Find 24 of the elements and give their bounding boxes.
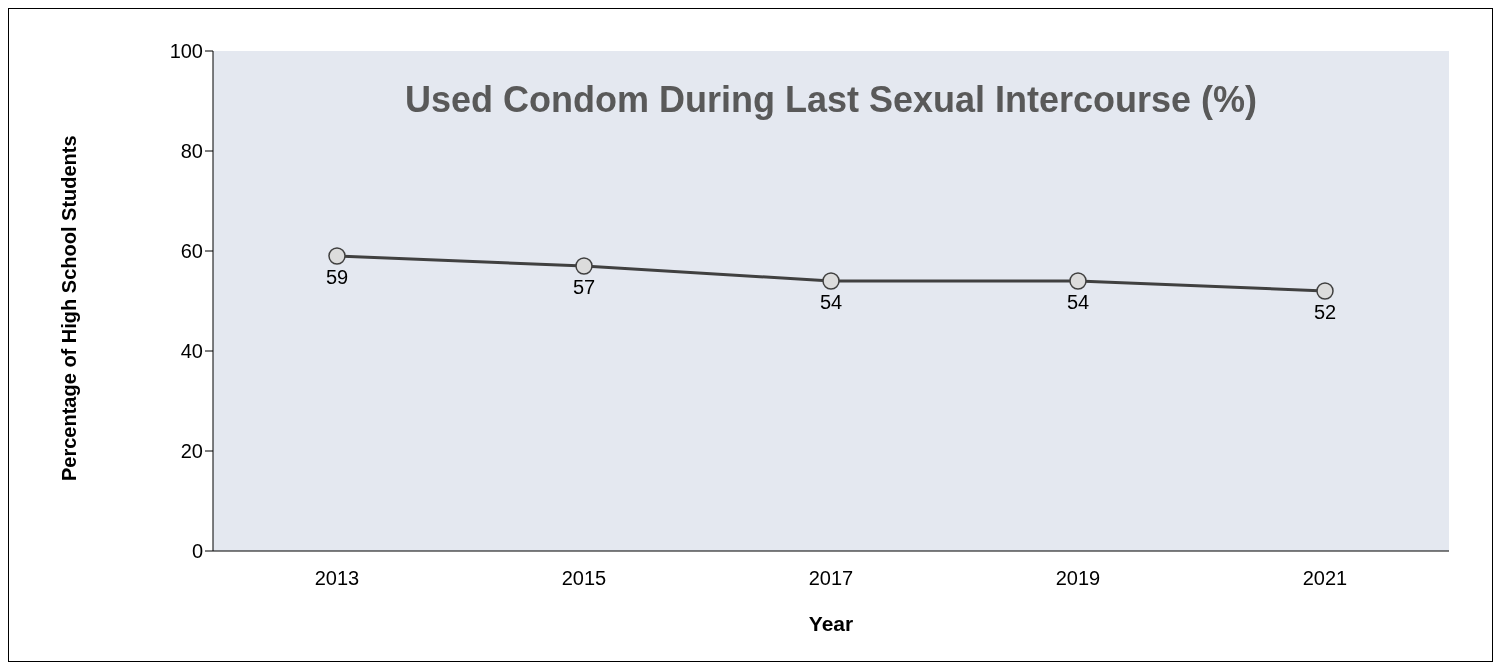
data-label: 57: [572, 276, 596, 299]
x-tick-label: 2015: [561, 567, 607, 590]
point: [822, 272, 840, 290]
x-tick-label: 2013: [314, 567, 360, 590]
y-tick-label: 100: [169, 40, 203, 63]
point: [1069, 272, 1087, 290]
y-tick-label: 60: [180, 240, 203, 263]
point: [575, 257, 593, 275]
y-tick-label: 20: [180, 440, 203, 463]
data-label: 54: [1066, 291, 1090, 314]
data-label: 52: [1313, 301, 1337, 324]
data-label: 59: [325, 266, 349, 289]
y-tick-label: 80: [180, 140, 203, 163]
point: [1316, 282, 1334, 300]
x-axis-title: Year: [808, 612, 854, 635]
data-label: 54: [819, 291, 843, 314]
x-tick-label: 2019: [1055, 567, 1101, 590]
text: Used Condom During Last Sexual Intercourse (%): [403, 79, 1259, 121]
point: [328, 247, 346, 265]
y-tick-label: 40: [180, 340, 203, 363]
y-tick-label: 0: [191, 540, 203, 563]
x-tick-label: 2021: [1302, 567, 1348, 590]
x-tick-label: 2017: [808, 567, 854, 590]
y-axis-title: Percentage of High School Students: [58, 135, 81, 481]
